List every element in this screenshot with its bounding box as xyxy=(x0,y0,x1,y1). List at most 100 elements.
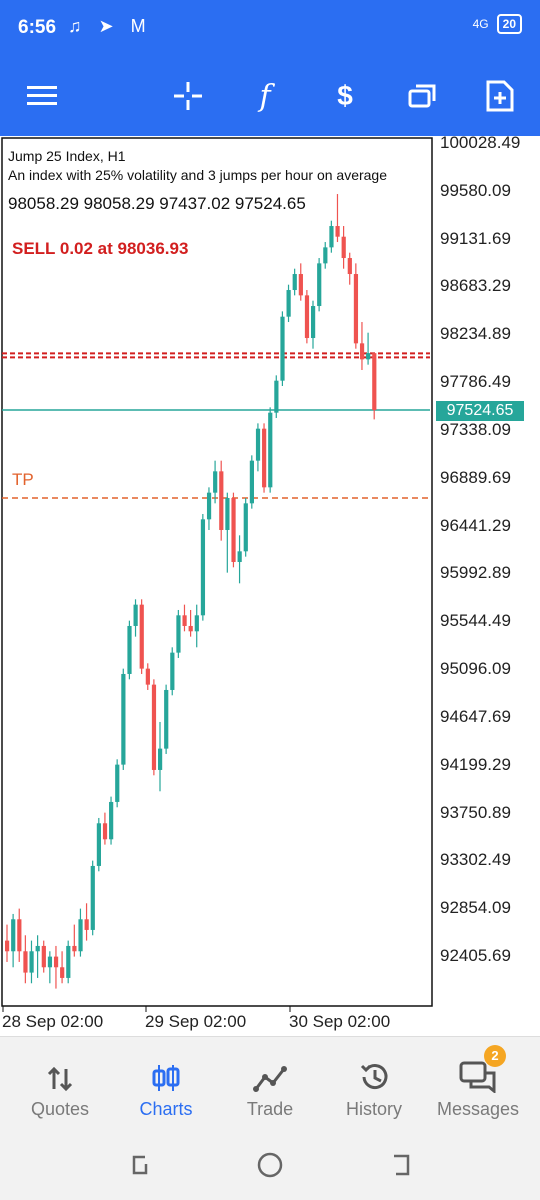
candle xyxy=(176,615,181,653)
candle xyxy=(225,497,230,530)
ohlc-readout: 98058.29 98058.29 97437.02 97524.65 xyxy=(8,194,306,213)
menu-icon[interactable] xyxy=(22,76,62,116)
candle xyxy=(127,625,132,674)
home-icon[interactable] xyxy=(255,1150,285,1180)
recent-apps-icon[interactable] xyxy=(125,1150,155,1180)
crosshair-icon[interactable] xyxy=(168,76,208,116)
new-order-icon[interactable] xyxy=(480,76,520,116)
sell-order-label[interactable]: SELL 0.02 at 98036.93 xyxy=(12,239,189,258)
y-tick-label: 95096.09 xyxy=(440,659,511,679)
candle xyxy=(102,823,108,840)
candle xyxy=(323,247,328,264)
y-tick-label: 95992.89 xyxy=(440,563,511,583)
candle xyxy=(53,956,59,968)
candle xyxy=(219,471,224,530)
y-tick-label: 98234.89 xyxy=(440,324,511,344)
y-tick-label: 94647.69 xyxy=(440,706,511,726)
candle xyxy=(317,263,322,307)
candle xyxy=(133,604,138,626)
current-price-label: 97524.65 xyxy=(436,401,524,421)
y-tick-label: 95544.49 xyxy=(440,611,511,631)
nav-messages[interactable]: 2 Messages xyxy=(424,1037,532,1129)
nav-charts[interactable]: Charts xyxy=(112,1037,220,1129)
candle xyxy=(341,236,346,259)
messages-badge: 2 xyxy=(484,1045,506,1067)
candle xyxy=(274,380,279,413)
candle xyxy=(23,951,28,973)
x-tick-label: 30 Sep 02:00 xyxy=(289,1012,391,1031)
y-tick-label: 97786.49 xyxy=(440,372,511,392)
candle xyxy=(66,945,71,978)
nav-quotes-label: Quotes xyxy=(30,1099,90,1119)
candle xyxy=(311,306,316,339)
y-tick-label: 98683.29 xyxy=(440,276,511,296)
candle xyxy=(366,353,371,360)
candle xyxy=(231,497,236,562)
battery-indicator: 20 xyxy=(496,14,522,34)
candle xyxy=(164,689,169,749)
candle xyxy=(292,274,297,291)
candle xyxy=(255,428,261,461)
nav-history-label: History xyxy=(345,1099,402,1119)
nav-trade-label: Trade xyxy=(246,1099,294,1119)
status-bar: 6:56 ♫ ➤ M 4G 20 xyxy=(0,0,540,58)
messages-icon xyxy=(424,1037,532,1093)
trade-nav-icon xyxy=(216,1037,324,1093)
tp-label[interactable]: TP xyxy=(12,470,34,489)
candle xyxy=(151,684,157,770)
candle xyxy=(237,551,242,562)
trade-icon[interactable]: $ xyxy=(337,80,353,111)
candle xyxy=(286,290,291,317)
y-tick-label: 93302.49 xyxy=(440,850,511,870)
candle xyxy=(268,412,273,488)
candle xyxy=(335,226,340,237)
candle xyxy=(194,615,199,632)
candle xyxy=(188,625,193,632)
symbol-description: An index with 25% volatility and 3 jumps… xyxy=(8,167,387,183)
nav-trade[interactable]: Trade xyxy=(216,1037,324,1129)
candle xyxy=(200,519,206,616)
y-tick-label: 96889.69 xyxy=(440,467,511,487)
chart-toolbar: f $ xyxy=(0,58,540,136)
candle xyxy=(298,274,303,296)
candle xyxy=(329,226,334,248)
candle xyxy=(262,428,267,488)
candle xyxy=(115,764,120,802)
y-tick-label: 97338.09 xyxy=(440,419,511,439)
candle xyxy=(243,503,248,552)
candle xyxy=(182,615,187,626)
indicators-icon[interactable]: f xyxy=(259,78,271,114)
nav-messages-label: Messages xyxy=(436,1099,520,1119)
symbol-title: Jump 25 Index, H1 xyxy=(8,148,126,164)
back-icon[interactable] xyxy=(388,1150,418,1180)
candle xyxy=(41,945,46,968)
y-tick-label: 96441.29 xyxy=(440,515,511,535)
candle xyxy=(17,919,22,952)
candle xyxy=(206,492,212,520)
candle xyxy=(78,919,83,952)
candle xyxy=(304,295,310,339)
windows-icon[interactable] xyxy=(402,76,442,116)
status-time: 6:56 xyxy=(18,17,57,38)
x-tick-label: 29 Sep 02:00 xyxy=(145,1012,247,1031)
status-right: 4G 20 xyxy=(473,14,522,34)
chart-canvas[interactable] xyxy=(0,136,540,1036)
bottom-navigation: Quotes Charts Trade History 2 Messages xyxy=(0,1036,540,1129)
network-indicator: 4G xyxy=(472,17,489,31)
notification-icons: ♫ ➤ M xyxy=(68,16,152,36)
candle xyxy=(249,460,254,504)
candle xyxy=(11,919,16,952)
candle xyxy=(139,604,144,669)
price-chart[interactable]: Jump 25 Index, H1 An index with 25% vola… xyxy=(0,133,540,1036)
candle xyxy=(5,940,10,952)
charts-icon xyxy=(112,1037,220,1093)
candle xyxy=(60,967,65,978)
y-tick-label: 94199.29 xyxy=(440,754,511,774)
candle xyxy=(347,258,352,275)
candle xyxy=(213,471,218,493)
candle xyxy=(145,668,150,685)
nav-history[interactable]: History xyxy=(320,1037,428,1129)
nav-quotes[interactable]: Quotes xyxy=(6,1037,114,1129)
candle xyxy=(121,673,126,765)
candle xyxy=(109,801,114,840)
